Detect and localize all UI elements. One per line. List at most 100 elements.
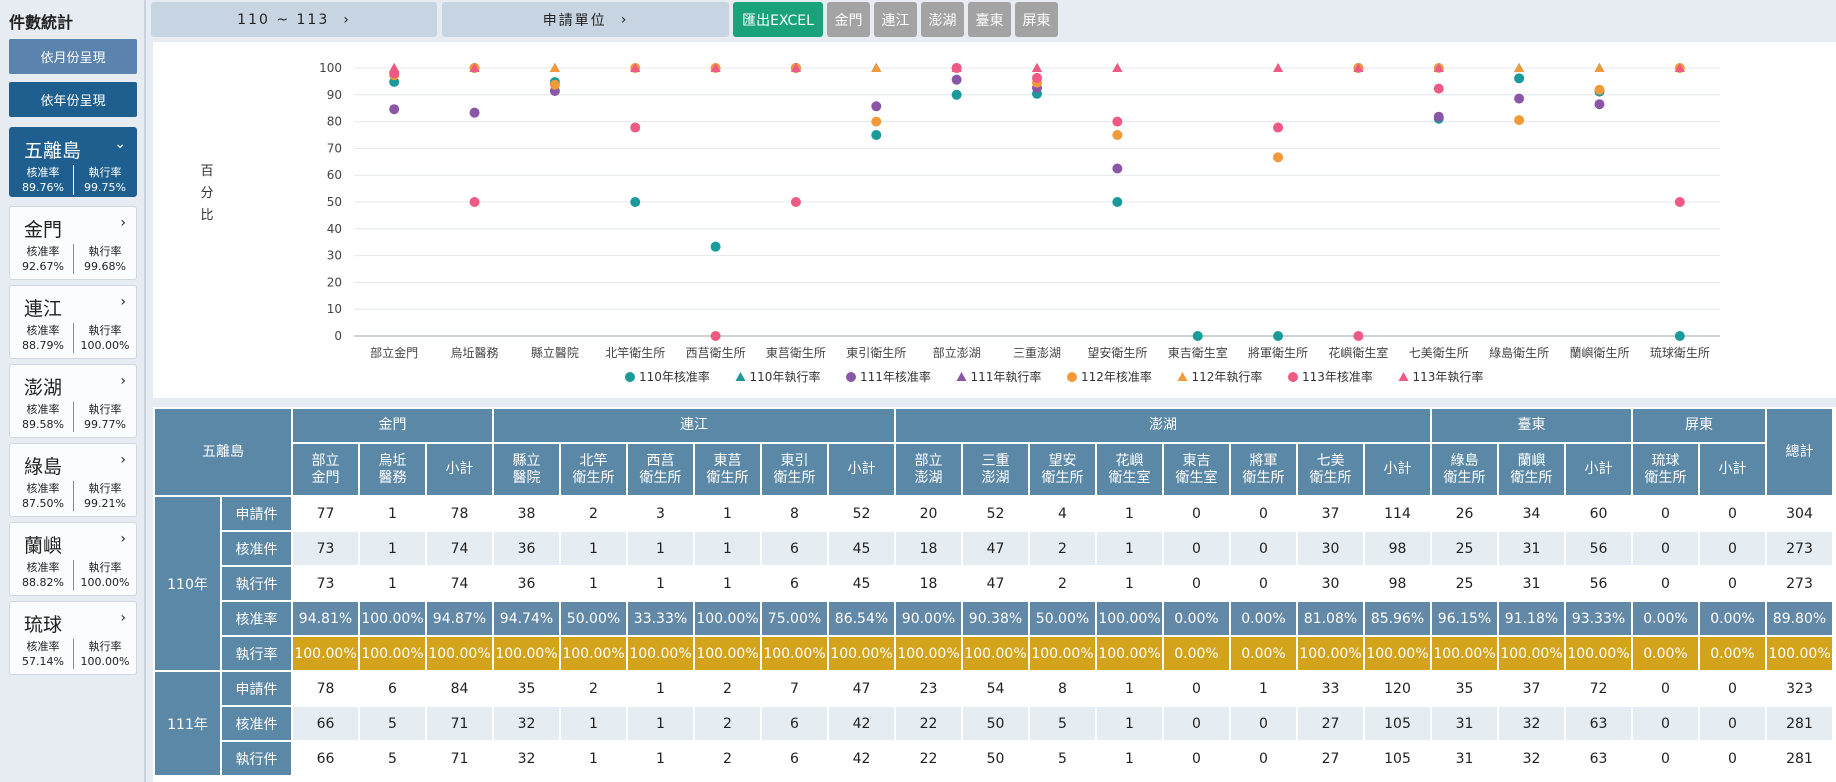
row-label: 申請件 (220, 670, 293, 707)
filter-button-4[interactable]: 臺東 (968, 2, 1011, 37)
table-cell: 5 (1028, 705, 1097, 742)
approval-rate-value: 89.76% (22, 181, 64, 194)
data-point[interactable] (1032, 63, 1042, 72)
filter-button-1[interactable]: 金門 (827, 2, 870, 37)
data-point[interactable] (871, 101, 882, 112)
data-point[interactable] (1594, 63, 1605, 72)
data-point[interactable] (1112, 163, 1123, 174)
table-cell: 77 (291, 495, 360, 532)
data-point[interactable] (871, 116, 882, 127)
data-point[interactable] (1674, 197, 1685, 207)
table-cell: 100.00% (1095, 635, 1164, 672)
data-point[interactable] (1353, 331, 1364, 341)
export-excel-button[interactable]: 匯出EXCEL (733, 2, 823, 37)
region-card-4[interactable]: 澎湖 › 核准率 89.58% 執行率 99.77% (9, 364, 137, 438)
data-point[interactable] (1674, 331, 1685, 341)
legend-label[interactable]: 113年執行率 (1413, 369, 1484, 384)
data-point[interactable] (630, 122, 641, 133)
data-point[interactable] (469, 197, 480, 207)
data-point[interactable] (1112, 116, 1123, 127)
data-point[interactable] (1433, 83, 1444, 94)
data-point[interactable] (630, 197, 641, 207)
data-point[interactable] (951, 89, 962, 100)
table-cell: 100.00% (1497, 635, 1566, 672)
table-cell: 0 (1698, 530, 1767, 567)
data-point[interactable] (469, 63, 480, 72)
table-cell: 100.00% (1363, 635, 1432, 672)
data-point[interactable] (710, 331, 721, 341)
approval-rate-value: 88.79% (22, 339, 64, 352)
data-point[interactable] (790, 197, 801, 207)
execution-rate-value: 100.00% (80, 576, 130, 589)
table-cell: 2 (693, 670, 762, 707)
data-point[interactable] (1514, 115, 1525, 126)
data-point[interactable] (389, 104, 400, 115)
data-point[interactable] (1112, 130, 1123, 140)
y-tick-label: 0 (334, 329, 342, 343)
table-cell: 2 (559, 670, 628, 707)
data-point[interactable] (871, 130, 882, 140)
table-cell: 0 (1229, 495, 1298, 532)
group-header: 臺東 (1430, 407, 1633, 444)
data-point[interactable] (1112, 197, 1123, 207)
data-point[interactable] (630, 63, 641, 72)
data-point[interactable] (951, 63, 962, 72)
filter-button-3[interactable]: 澎湖 (921, 2, 964, 37)
filter-button-5[interactable]: 屏東 (1015, 2, 1058, 37)
data-point[interactable] (951, 74, 962, 85)
stats-table-container[interactable]: 五離島 金門 連江 澎湖 臺東 屏東 總計 部立 金門 烏坵 醫務 小計 縣立 醫院 北竿 衛生所 西莒 衛生所東… (153, 407, 1836, 782)
legend-label[interactable]: 111年執行率 (971, 369, 1042, 384)
data-point[interactable] (1353, 63, 1364, 72)
column-header: 琉球 衛生所 (1631, 442, 1700, 497)
data-point[interactable] (710, 241, 721, 252)
table-cell: 35 (1430, 670, 1499, 707)
column-header: 烏坵 醫務 (358, 442, 427, 497)
data-point[interactable] (710, 63, 721, 72)
data-point[interactable] (1273, 152, 1284, 163)
data-point[interactable] (469, 107, 480, 118)
table-cell: 18 (894, 530, 963, 567)
data-point[interactable] (1032, 72, 1042, 83)
region-card-2[interactable]: 金門 › 核准率 92.67% 執行率 99.68% (9, 206, 137, 280)
data-point[interactable] (1273, 122, 1284, 133)
data-point[interactable] (1514, 73, 1525, 84)
region-card-5[interactable]: 綠島 › 核准率 87.50% 執行率 99.21% (9, 443, 137, 517)
data-point[interactable] (1433, 63, 1444, 72)
data-point[interactable] (1674, 63, 1685, 72)
data-point[interactable] (1192, 331, 1203, 341)
table-cell: 94.81% (291, 600, 360, 637)
legend-label[interactable]: 113年核准率 (1302, 369, 1373, 384)
data-point[interactable] (1273, 331, 1284, 341)
data-point[interactable] (790, 63, 801, 72)
region-card-1[interactable]: 五離島 ⌄ 核准率 89.76% 執行率 99.75% (9, 127, 137, 197)
table-cell: 89.80% (1765, 600, 1834, 637)
data-point[interactable] (1594, 99, 1605, 110)
table-cell: 0 (1162, 740, 1231, 777)
data-point[interactable] (1514, 93, 1525, 104)
data-point[interactable] (549, 79, 560, 90)
data-point[interactable] (1273, 63, 1284, 72)
legend-label[interactable]: 111年核准率 (860, 369, 931, 384)
by-month-button[interactable]: 依月份呈現 (9, 39, 137, 74)
data-point[interactable] (1112, 63, 1123, 72)
year-range-select[interactable]: 110 ~ 113 › (151, 2, 437, 37)
region-card-3[interactable]: 連江 › 核准率 88.79% 執行率 100.00% (9, 285, 137, 359)
by-year-button[interactable]: 依年份呈現 (9, 82, 137, 117)
x-tick-label: 西莒衛生所 (686, 346, 746, 360)
unit-select[interactable]: 申請單位 › (442, 2, 729, 37)
data-point[interactable] (389, 63, 400, 72)
region-card-6[interactable]: 蘭嶼 › 核准率 88.82% 執行率 100.00% (9, 522, 137, 596)
filter-button-2[interactable]: 連江 (874, 2, 917, 37)
table-cell: 78 (291, 670, 360, 707)
legend-label[interactable]: 110年核准率 (639, 369, 710, 384)
data-point[interactable] (1594, 84, 1605, 95)
data-point[interactable] (1433, 111, 1444, 122)
data-point[interactable] (1514, 63, 1525, 72)
table-cell: 33.33% (626, 600, 695, 637)
legend-label[interactable]: 112年核准率 (1081, 369, 1152, 384)
legend-label[interactable]: 112年執行率 (1192, 369, 1263, 384)
data-point[interactable] (549, 63, 560, 72)
data-point[interactable] (871, 63, 882, 72)
region-card-7[interactable]: 琉球 › 核准率 57.14% 執行率 100.00% (9, 601, 137, 675)
legend-label[interactable]: 110年執行率 (750, 369, 821, 384)
